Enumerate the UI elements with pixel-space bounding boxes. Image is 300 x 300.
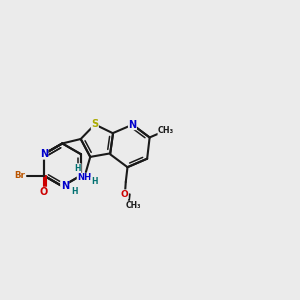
Text: NH: NH — [77, 173, 92, 182]
Text: S: S — [91, 119, 98, 129]
Text: CH₃: CH₃ — [158, 126, 174, 135]
Text: Br: Br — [14, 171, 25, 180]
Text: H: H — [71, 187, 77, 196]
Text: O: O — [120, 190, 128, 199]
Text: H: H — [74, 164, 81, 173]
Text: O: O — [40, 187, 48, 197]
Text: CH₃: CH₃ — [126, 201, 141, 210]
Text: H: H — [91, 177, 98, 186]
Text: N: N — [61, 181, 69, 191]
Text: N: N — [128, 120, 136, 130]
Text: N: N — [40, 149, 48, 159]
